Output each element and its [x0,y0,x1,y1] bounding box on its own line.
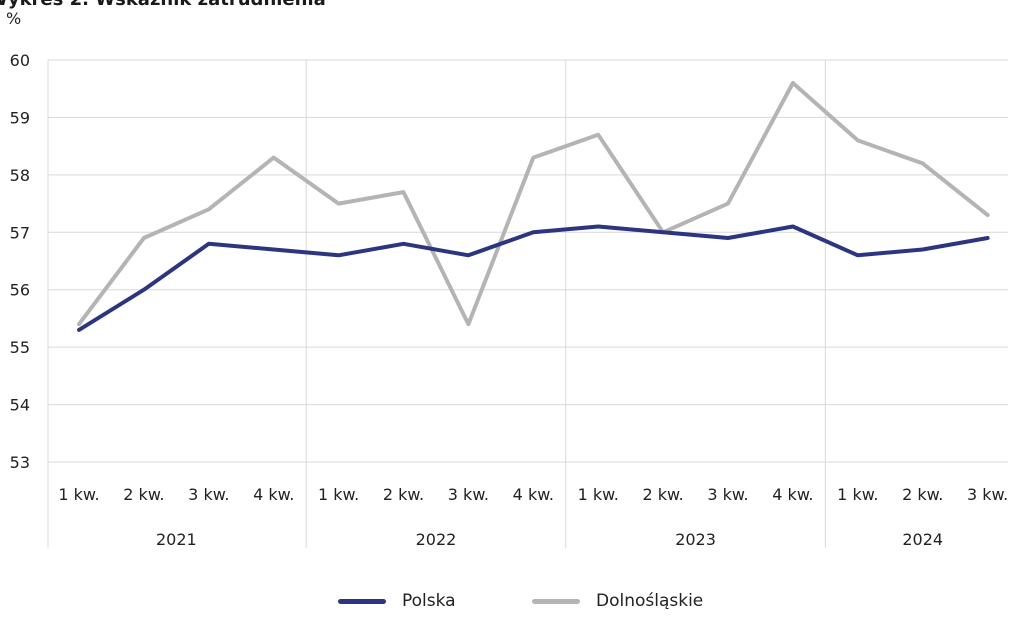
x-tick-label: 4 kw. [772,485,813,504]
x-tick-label: 2 kw. [123,485,164,504]
chart-title: Wykres 2. Wskaźnik zatrudnienia [0,0,326,10]
y-tick-label: 58 [10,166,30,185]
x-tick-label: 3 kw. [967,485,1008,504]
legend-label: Polska [402,591,456,611]
y-tick-label: 55 [10,338,30,357]
x-tick-label: 2 kw. [642,485,683,504]
legend-swatch [338,598,386,604]
x-group-label: 2021 [156,530,197,549]
series-line-dolno-l-skie [77,81,990,327]
series-line-polska [77,224,990,332]
x-tick-label: 1 kw. [837,485,878,504]
x-tick-label: 2 kw. [902,485,943,504]
x-tick-label: 1 kw. [578,485,619,504]
x-group-label: 2022 [416,530,457,549]
x-tick-label: 4 kw. [253,485,294,504]
x-tick-label: 1 kw. [318,485,359,504]
series-lines [77,81,990,332]
y-tick-label: 54 [10,396,30,415]
x-tick-label: 1 kw. [58,485,99,504]
y-tick-label: 56 [10,281,30,300]
y-tick-label: 60 [10,51,30,70]
legend-item: Dolnośląskie [532,591,703,611]
x-group-label: 2023 [675,530,716,549]
y-axis-ticks: 53 54 55 56 57 58 59 60 [10,51,30,472]
legend-label: Dolnośląskie [596,591,704,611]
y-tick-label: 53 [10,453,30,472]
legend-item: Polska [338,591,456,611]
x-axis-ticks: 1 kw. 2 kw. 3 kw. 4 kw. 1 kw. 2 kw. 3 kw. 4 kw.… [58,485,1008,504]
x-tick-label: 4 kw. [513,485,554,504]
x-tick-label: 3 kw. [707,485,748,504]
x-tick-label: 3 kw. [188,485,229,504]
x-group-label: 2024 [902,530,943,549]
gridlines [47,59,1008,548]
x-axis-year-groups: 2021 2022 2023 2024 [156,530,943,549]
y-tick-label: 59 [10,108,30,127]
legend-swatch [532,598,580,604]
legend: Polska Dolnośląskie [0,591,1016,617]
x-tick-label: 3 kw. [448,485,489,504]
y-tick-label: 57 [10,223,30,242]
y-axis-unit-label: % [6,9,21,28]
x-tick-label: 2 kw. [383,485,424,504]
